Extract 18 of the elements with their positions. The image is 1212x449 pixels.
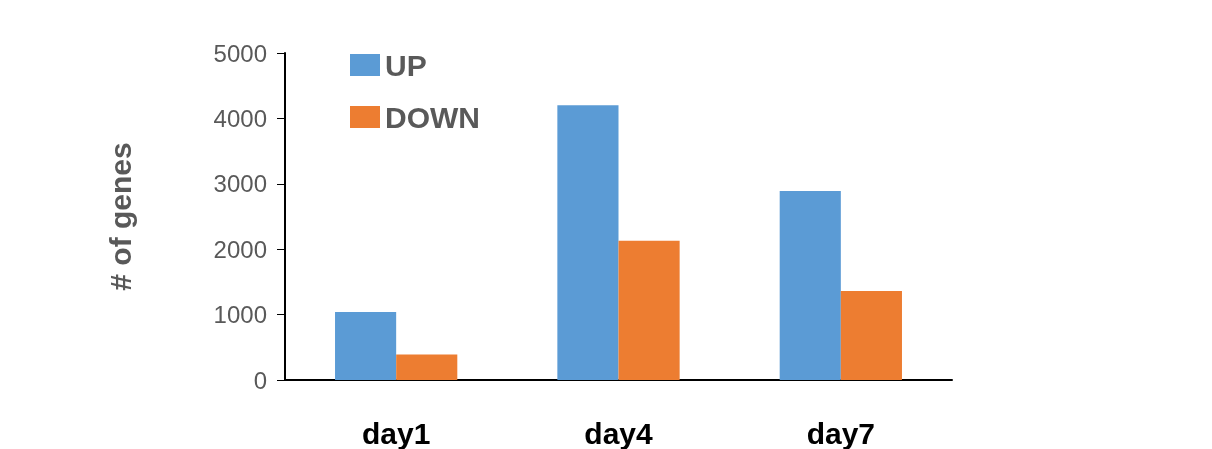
y-tick-label: 0 (253, 366, 267, 394)
y-tick-label: 4000 (213, 104, 267, 132)
x-tick-label: day4 (584, 416, 653, 449)
y-axis-title: # of genes (103, 142, 137, 291)
x-tick-label: day1 (361, 416, 431, 449)
bar (335, 311, 397, 380)
y-tick-label: 5000 (213, 39, 267, 67)
y-tick-label: 3000 (213, 170, 267, 198)
bar (779, 190, 841, 380)
bar (396, 354, 458, 380)
legend-label: DOWN (385, 100, 480, 134)
y-tick-label: 2000 (213, 235, 267, 263)
bar (840, 291, 902, 380)
y-tick-label: 1000 (213, 301, 267, 329)
bar (557, 105, 619, 380)
x-tick-label: day7 (806, 416, 876, 449)
bar (618, 240, 680, 380)
legend-label: UP (385, 48, 427, 82)
